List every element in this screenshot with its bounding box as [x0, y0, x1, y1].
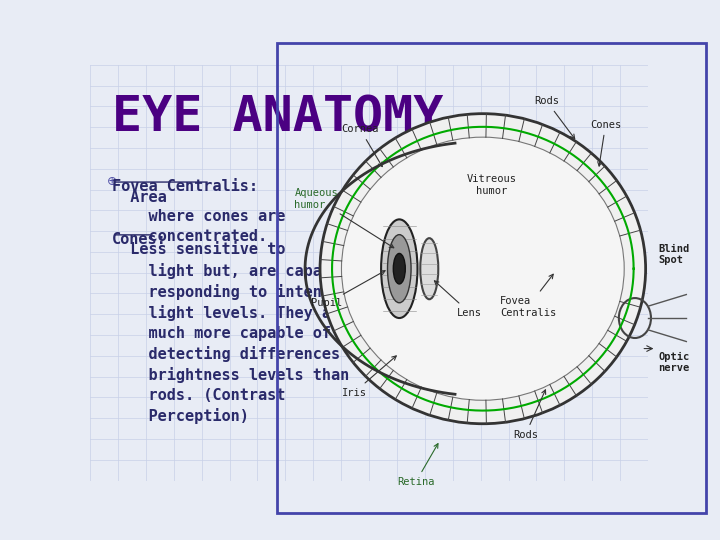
Ellipse shape — [341, 137, 624, 400]
Text: Retina: Retina — [397, 444, 438, 487]
Text: Rods: Rods — [534, 96, 575, 139]
Ellipse shape — [320, 113, 646, 424]
Text: Aqueous
humor: Aqueous humor — [294, 188, 394, 248]
Text: EYE ANATOMY: EYE ANATOMY — [112, 94, 444, 142]
Text: Optic
nerve: Optic nerve — [659, 352, 690, 374]
Text: Less sensitive to
    light but, are capable of
    responding to intense
    li: Less sensitive to light but, are capable… — [112, 242, 377, 424]
Text: Blind
Spot: Blind Spot — [659, 244, 690, 265]
Text: Lens: Lens — [434, 281, 482, 318]
Ellipse shape — [381, 219, 418, 318]
Ellipse shape — [393, 253, 405, 284]
Text: Vitreous
humor: Vitreous humor — [467, 174, 516, 195]
Text: Rods: Rods — [513, 390, 546, 440]
Text: Fovea Centralis:: Fovea Centralis: — [112, 179, 258, 194]
Text: Pupil: Pupil — [312, 271, 385, 308]
Ellipse shape — [420, 238, 438, 299]
Text: Cones: Cones — [590, 120, 621, 166]
Text: Cones:: Cones: — [112, 232, 167, 247]
Text: ⊕: ⊕ — [107, 175, 117, 188]
Bar — [277, 43, 706, 513]
Text: Area
    where cones are
    concentrated.: Area where cones are concentrated. — [112, 190, 286, 244]
Text: Cornea: Cornea — [341, 124, 382, 167]
Text: Fovea
Centralis: Fovea Centralis — [500, 274, 557, 318]
Text: Iris: Iris — [341, 356, 396, 397]
Ellipse shape — [387, 235, 411, 303]
